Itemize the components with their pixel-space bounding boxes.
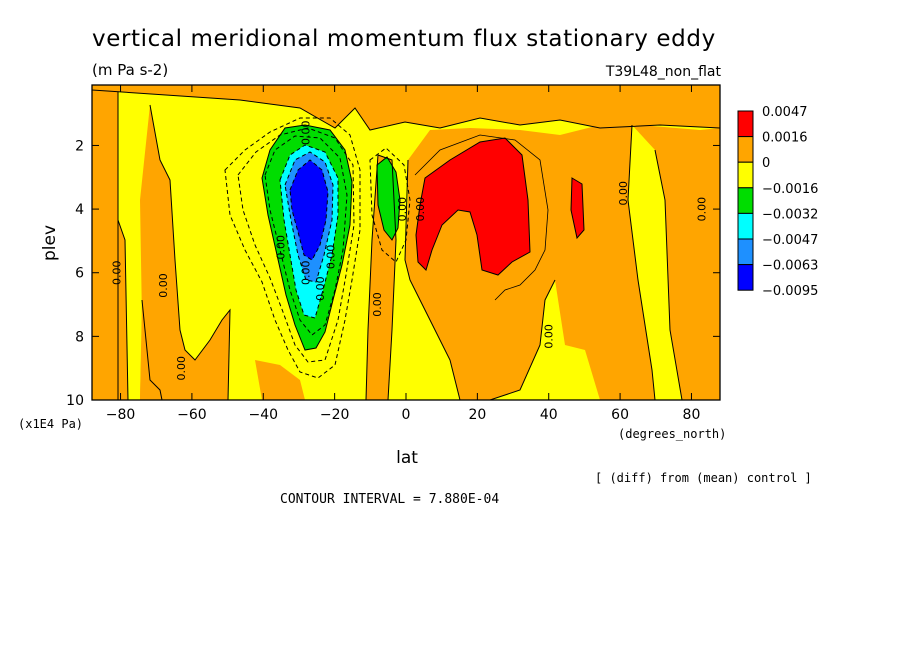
- contour-label: 0.00: [542, 324, 555, 349]
- fill-orange-sh-base: [255, 360, 305, 400]
- x-tick-label: 0: [402, 407, 411, 423]
- x-tick-label: −80: [106, 407, 136, 423]
- contour-label: 0.00: [325, 245, 338, 270]
- run-label: T39L48_non_flat: [605, 64, 722, 80]
- diff-note: [ (diff) from (mean) control ]: [595, 471, 812, 485]
- colorbar-swatch: [737, 136, 754, 163]
- y-tick-label: 6: [75, 266, 84, 282]
- y-axis-label: plev: [40, 225, 60, 261]
- x-axis: −80 −60 −40 −20 0 20 40 60 80: [106, 85, 701, 423]
- contour-lines: [92, 89, 720, 400]
- y-tick-label: 10: [66, 393, 84, 409]
- y-tick-label: 8: [75, 329, 84, 345]
- colorbar-label: 0.0047: [762, 105, 808, 120]
- x-axis-units: (degrees_north): [618, 427, 726, 441]
- y-axis: 2 4 6 8 10: [66, 138, 720, 409]
- contour-label: 0.00: [300, 260, 313, 285]
- x-tick-label: 80: [683, 407, 701, 423]
- contour-label-layer: 0.000.000.000.000.000.000.000.000.000.00…: [111, 120, 709, 380]
- chart-title: vertical meridional momentum flux statio…: [92, 26, 716, 52]
- fill-orange-left-strip: [92, 90, 118, 400]
- plot-area: [92, 85, 720, 400]
- x-tick-label: 20: [468, 407, 486, 423]
- fill-orange-top-band: [92, 85, 720, 130]
- contour-label: 0.00: [371, 292, 384, 317]
- x-tick-label: −20: [320, 407, 350, 423]
- colorbar-swatch: [737, 238, 754, 266]
- fill-red-nh-core: [416, 138, 530, 275]
- contour-label: 0.00: [617, 181, 630, 206]
- contour-interval: CONTOUR INTERVAL = 7.880E-04: [280, 492, 499, 507]
- contour-label: 0.00: [175, 356, 188, 381]
- colorbar-swatch: [737, 264, 754, 291]
- colorbar: 0.0047 0.0016 0 −0.0016 −0.0032 −0.0047 −0.006…: [737, 105, 818, 299]
- contour-label: 0.00: [111, 260, 124, 285]
- contour-label: 0.00: [396, 197, 409, 222]
- x-tick-label: −40: [248, 407, 278, 423]
- fill-orange-sh-column-a: [118, 220, 162, 400]
- fill-orange-sh-column-b: [140, 105, 230, 400]
- colorbar-swatch: [737, 187, 754, 214]
- chart-units: (m Pa s-2): [92, 61, 168, 79]
- colorbar-label: −0.0063: [762, 259, 818, 274]
- colorbar-label: −0.0016: [762, 182, 818, 197]
- contour-label: 0.00: [157, 273, 170, 298]
- contour-label: 0.00: [300, 120, 313, 145]
- negative-contour-lines: [224, 117, 411, 379]
- x-tick-label: −60: [177, 407, 207, 423]
- y-tick-label: 2: [75, 138, 84, 154]
- y-axis-units: (x1E4 Pa): [18, 417, 83, 431]
- colorbar-swatch: [737, 110, 754, 138]
- fill-blue-core-sh: [290, 160, 328, 260]
- contour-label: 0.00: [414, 197, 427, 222]
- x-tick-label: 60: [611, 407, 629, 423]
- x-tick-label: 40: [540, 407, 558, 423]
- colorbar-label: −0.0047: [762, 233, 818, 248]
- colorbar-label: −0.0095: [762, 284, 818, 299]
- colorbar-label: 0: [762, 156, 770, 171]
- colorbar-swatch: [737, 161, 754, 189]
- colorbar-label: −0.0032: [762, 207, 818, 222]
- x-axis-label: lat: [396, 448, 418, 468]
- contour-label: 0.00: [275, 235, 288, 259]
- fill-green-eq: [377, 157, 400, 240]
- y-tick-label: 4: [75, 202, 84, 218]
- contour-label: 0.00: [314, 276, 327, 301]
- contour-label: 0.00: [696, 197, 709, 222]
- colorbar-swatch: [737, 212, 754, 240]
- colorbar-label: 0.0016: [762, 131, 808, 146]
